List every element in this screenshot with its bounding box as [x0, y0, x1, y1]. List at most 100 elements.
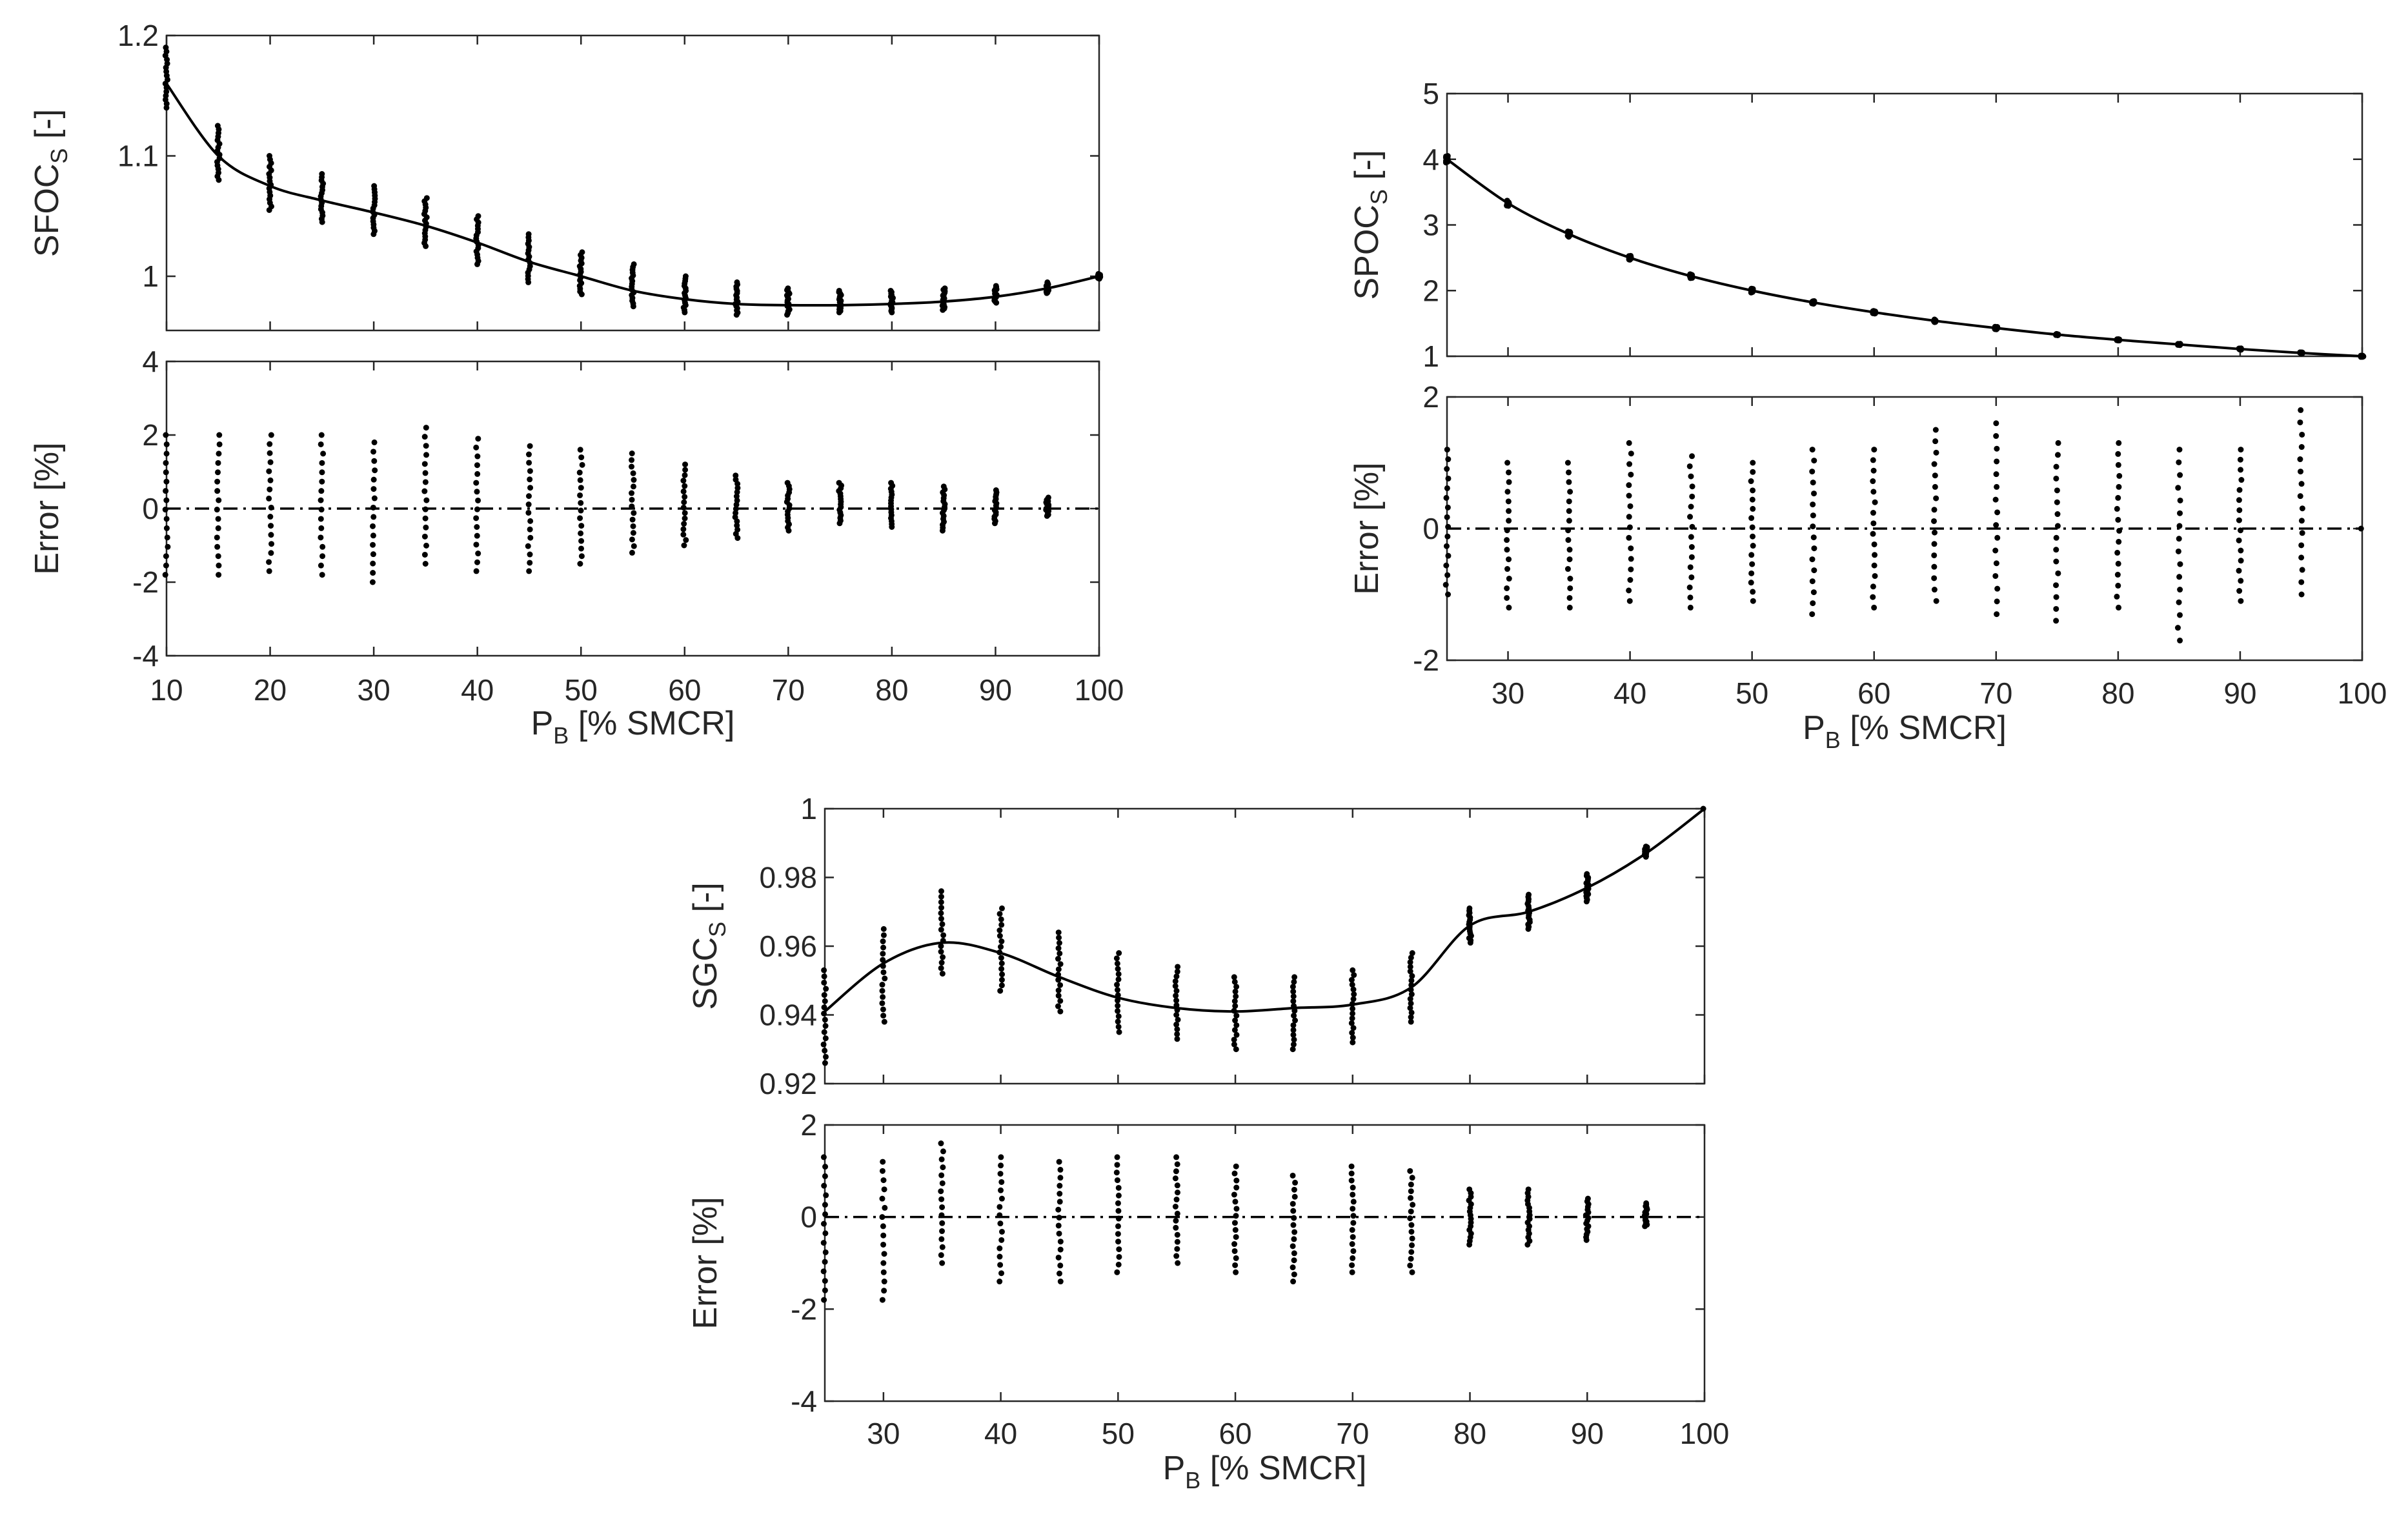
data-point [1993, 471, 1999, 478]
data-point [370, 449, 377, 455]
data-point [1626, 461, 1633, 467]
data-point [1628, 556, 1634, 562]
data-point [1231, 998, 1238, 1004]
data-point [1444, 514, 1450, 520]
chart-sgc: 0.92 0.94 0.96 0.98 1 SGCS [-] -4 -2 0 2 30 40 50 60 7… [687, 792, 1729, 1493]
data-point [1748, 552, 1755, 558]
data-point [214, 488, 221, 494]
data-point [1172, 1203, 1179, 1209]
data-point [1870, 478, 1876, 485]
data-point [1749, 524, 1755, 531]
data-point [1407, 968, 1413, 975]
data-point [1115, 1208, 1122, 1214]
data-point [267, 486, 273, 492]
data-point [1566, 594, 1573, 601]
data-point [1443, 494, 1450, 501]
bottom-y-axis-label: Error [%] [1348, 462, 1386, 594]
data-point [1466, 1186, 1473, 1193]
data-point [1407, 1215, 1413, 1222]
data-point [1566, 479, 1572, 485]
data-point [1173, 997, 1180, 1004]
data-point [1993, 522, 1999, 529]
data-point [879, 1168, 885, 1174]
bottom-y-axis-label-main: Error [%] [687, 1197, 724, 1329]
data-point [938, 888, 944, 895]
data-point [2116, 604, 2122, 611]
x-tick-label: 20 [254, 673, 287, 707]
data-point [822, 1047, 828, 1054]
data-point [1443, 543, 1450, 549]
data-point [2299, 530, 2305, 536]
x-tick-label: 60 [668, 673, 701, 707]
data-point [940, 954, 946, 960]
data-point [1350, 1010, 1356, 1017]
data-point [998, 905, 1005, 911]
chart-sfoc: 1 1.1 1.2 SFOCS [-] -4 -2 0 2 4 10 20 30 40 50 60 70 80 9… [28, 19, 1124, 749]
data-point [268, 504, 274, 511]
data-point [821, 1182, 827, 1189]
data-point [1292, 1017, 1299, 1024]
data-point [423, 443, 429, 449]
data-point [938, 943, 944, 949]
data-point [214, 534, 220, 541]
data-point [1115, 1013, 1122, 1020]
data-point [527, 476, 533, 483]
x-axis-label-main: P [531, 705, 554, 742]
data-point [2297, 456, 2303, 463]
data-point [680, 531, 687, 538]
data-point [1044, 279, 1051, 285]
data-point [1174, 1246, 1180, 1252]
x-axis-label-rest: [% SMCR] [1200, 1450, 1366, 1487]
data-point [1689, 523, 1695, 530]
data-point [2236, 507, 2243, 513]
data-point [1407, 1168, 1413, 1174]
data-point [821, 992, 827, 998]
data-point [1351, 991, 1357, 998]
data-point [998, 966, 1005, 972]
data-point [938, 1188, 944, 1195]
data-point [1057, 982, 1064, 988]
data-point [474, 559, 480, 565]
y-tick-label: 2 [142, 418, 159, 452]
data-point [370, 504, 376, 511]
data-point [1115, 987, 1121, 993]
data-point [473, 515, 480, 521]
data-point [2238, 598, 2244, 604]
data-point [1687, 514, 1694, 520]
data-point [1931, 518, 1938, 524]
data-point [1408, 1009, 1415, 1016]
data-point [1290, 1027, 1297, 1033]
top-y-axis-label-sub: S [46, 148, 72, 164]
data-point [1992, 547, 1999, 554]
data-point [266, 153, 272, 159]
data-point [1348, 1177, 1355, 1184]
data-point [1056, 1159, 1062, 1165]
data-point [1566, 547, 1573, 553]
data-point [732, 514, 738, 520]
data-point [1290, 993, 1297, 1000]
data-point [1688, 534, 1694, 540]
data-point [1057, 1191, 1063, 1197]
data-point [879, 987, 885, 994]
y-tick-label: 1.2 [117, 19, 159, 52]
data-point [1290, 998, 1297, 1004]
data-point [527, 526, 533, 532]
data-point [939, 1180, 946, 1186]
data-point [163, 432, 169, 438]
data-point [1809, 556, 1816, 563]
data-point [1408, 1249, 1415, 1255]
data-point [2358, 525, 2364, 532]
data-point [1290, 1046, 1296, 1053]
data-point [268, 541, 275, 547]
data-point [1291, 1013, 1297, 1019]
data-point [682, 461, 689, 468]
fit-curve-line [1446, 158, 2363, 358]
data-point [1409, 1235, 1415, 1242]
data-point [880, 969, 887, 975]
data-point [1175, 1260, 1181, 1266]
data-point [1350, 1206, 1356, 1212]
data-point [2238, 477, 2245, 483]
data-point [1350, 986, 1357, 993]
data-point [1116, 1029, 1122, 1035]
data-point [2238, 578, 2244, 584]
